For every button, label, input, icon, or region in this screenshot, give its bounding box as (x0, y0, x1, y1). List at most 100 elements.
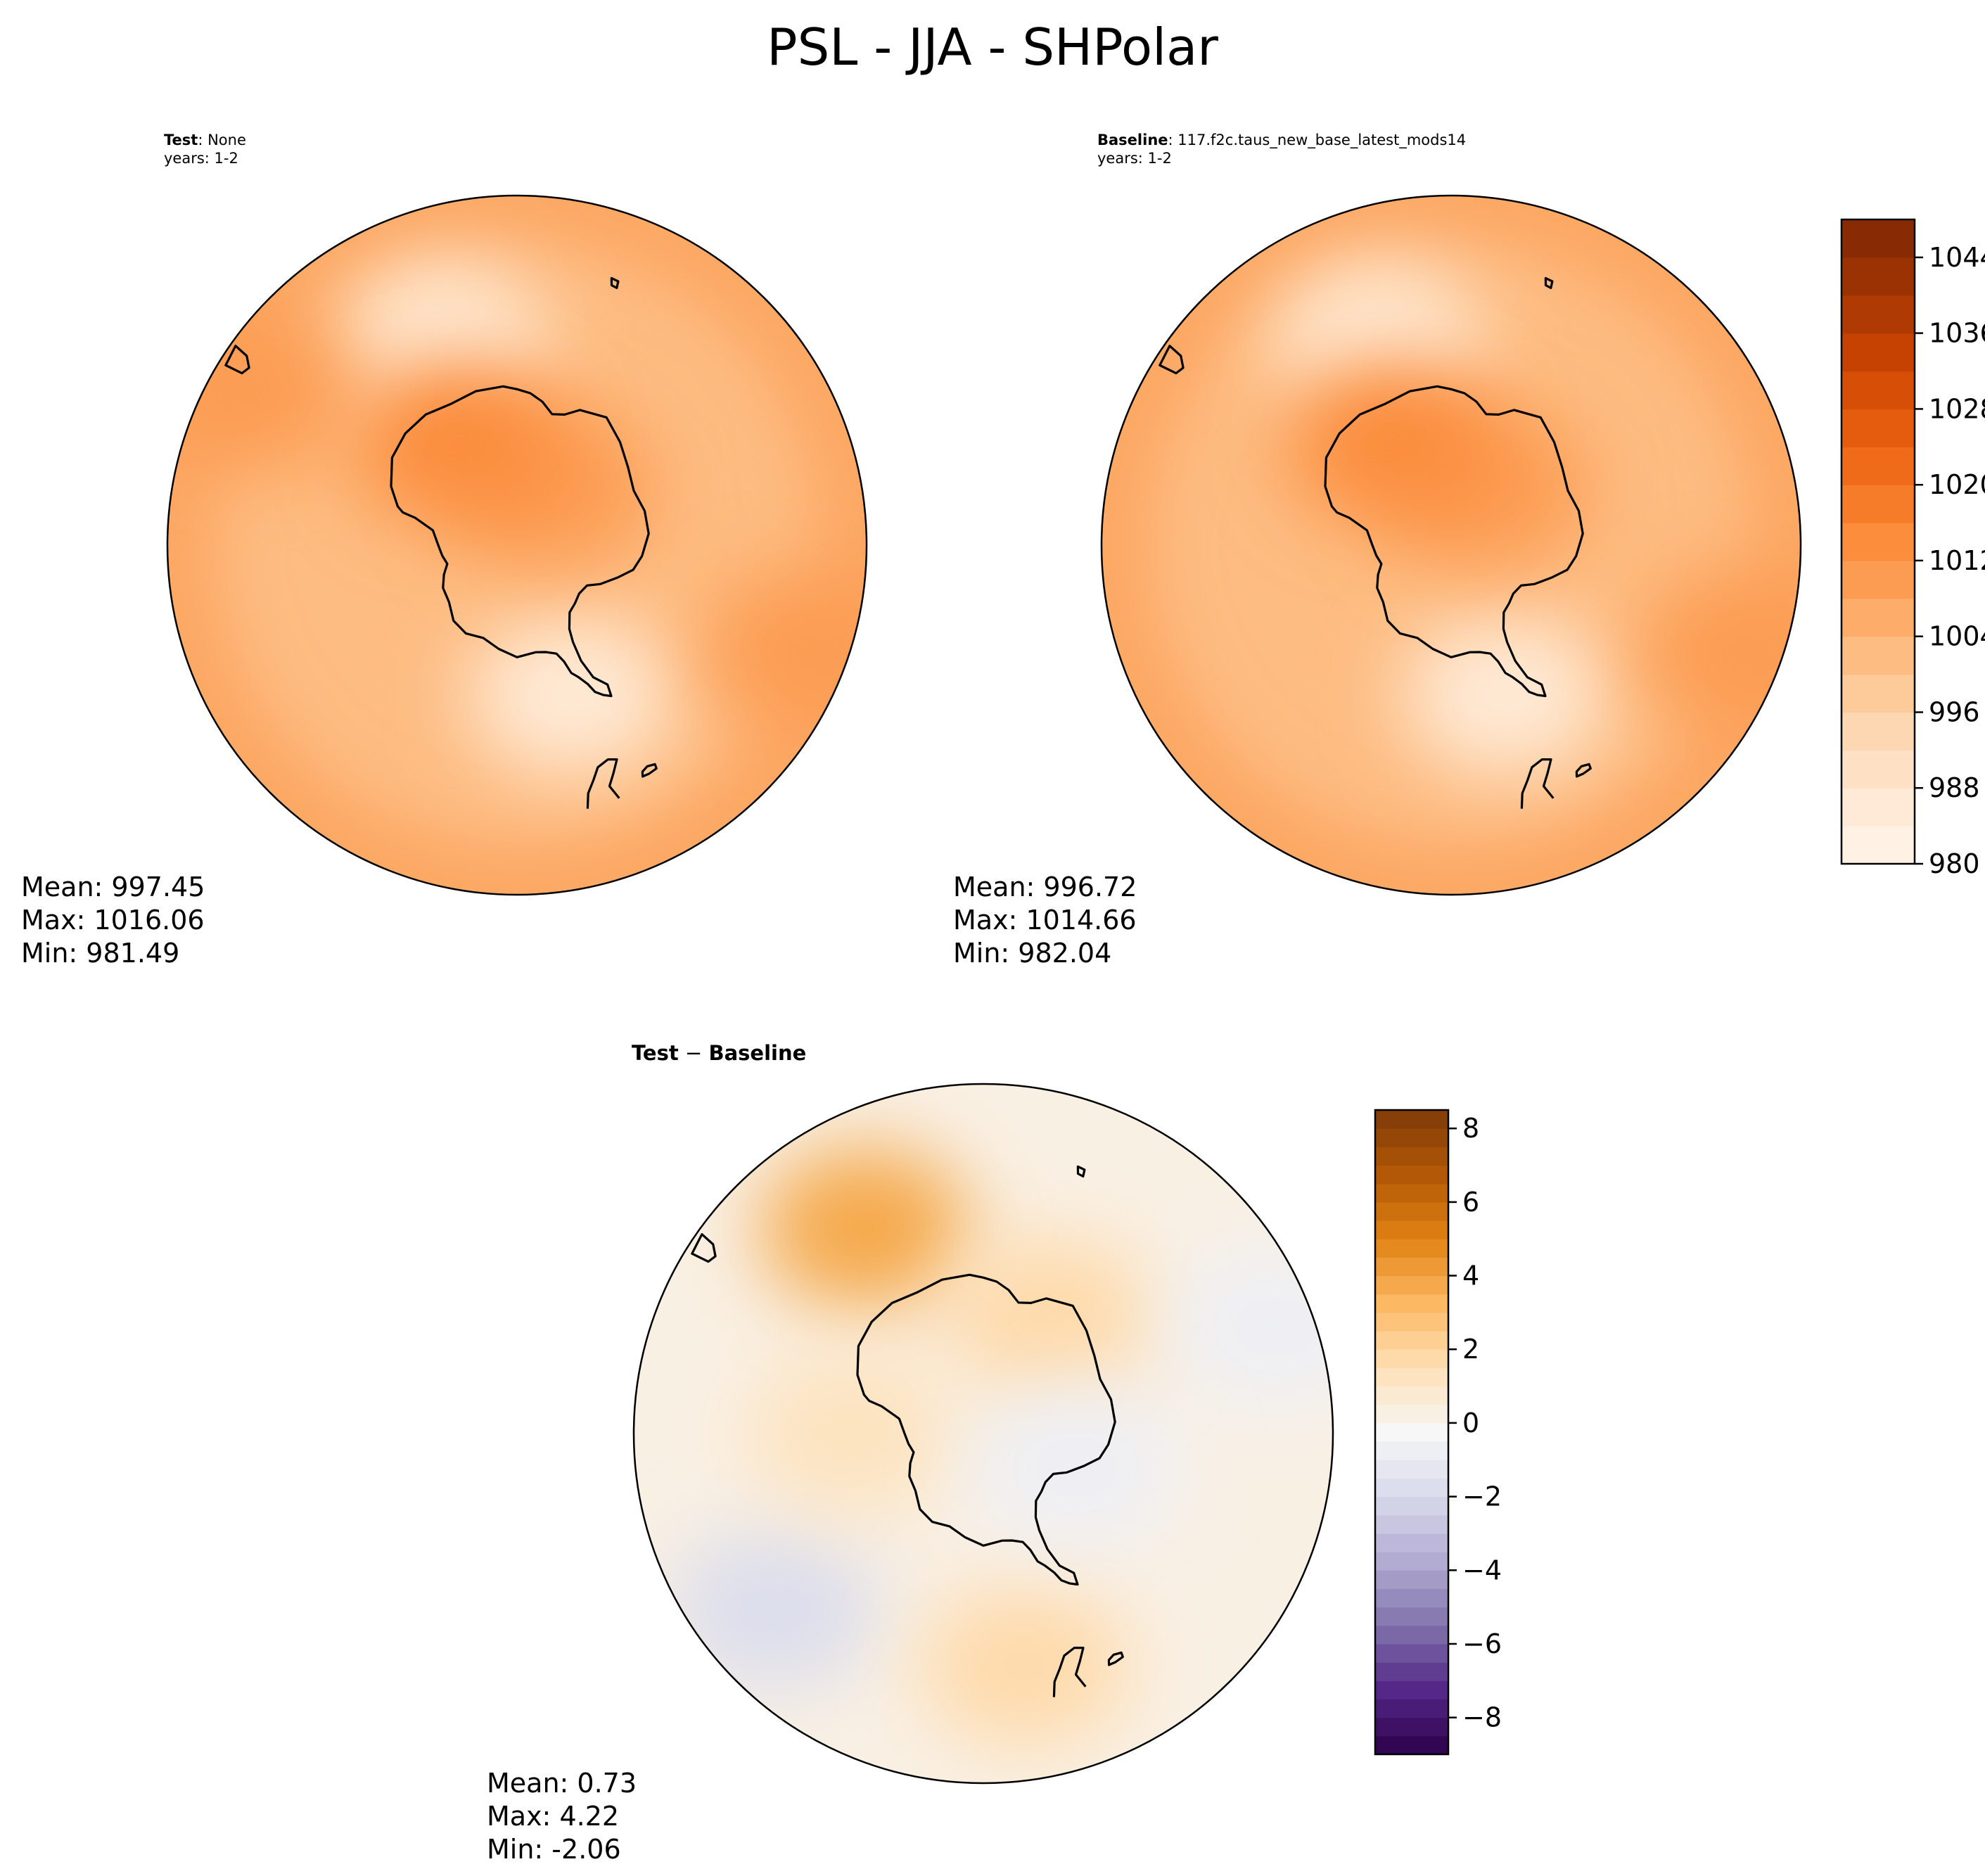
diff-colorbar-segment (1375, 1386, 1448, 1405)
diff-field-blob-2 (944, 1238, 1155, 1400)
baseline-panel-title: Baseline: 117.f2c.taus_new_base_latest_m… (1097, 131, 1466, 167)
diff-colorbar-tick-label: −6 (1462, 1628, 1502, 1659)
abs-colorbar-segment (1842, 447, 1915, 485)
abs-colorbar-segment (1842, 219, 1915, 258)
diff-kerguelen-coastline (1076, 1165, 1086, 1178)
test-panel-title: Test: None years: 1-2 (164, 131, 246, 167)
diff-field-blob-6 (970, 1386, 1182, 1548)
baseline-map-boundary (1100, 194, 1802, 896)
diff-colorbar-segment (1375, 1533, 1448, 1552)
diff-colorbar-segment (1375, 1147, 1448, 1166)
abs-colorbar-segment (1842, 826, 1915, 864)
test-field-blob-4 (703, 570, 867, 732)
test-map-boundary (166, 194, 868, 896)
diff-colorbar-segment (1375, 1422, 1448, 1442)
test-mean: Mean: 997.45 (21, 872, 205, 902)
diff-label-test: Test (632, 1041, 679, 1065)
diff-colorbar-tick-label: 4 (1462, 1261, 1479, 1291)
diff-colorbar-segment (1375, 1607, 1448, 1626)
abs-colorbar-segment (1842, 750, 1915, 789)
baseline-field-blob-3 (1286, 361, 1498, 523)
abs-colorbar-tick-label: 1020 (1929, 469, 1985, 500)
abs-colorbar-segment (1842, 523, 1915, 561)
diff-colorbar-segment (1375, 1201, 1448, 1221)
diff-colorbar-frame (1374, 1109, 1450, 1756)
abs-colorbar-tick-label: 1028 (1929, 393, 1985, 424)
diff-colorbar-tick-label: −8 (1462, 1702, 1502, 1733)
diff-colorbar-segment (1375, 1643, 1448, 1663)
difference-map (632, 1083, 1334, 1785)
abs-colorbar-tick-label: 1036 (1929, 318, 1985, 349)
diff-colorbar-segment (1375, 1367, 1448, 1387)
abs-colorbar-tick-label: 988 (1929, 772, 1980, 803)
baseline-mean: Mean: 996.72 (953, 872, 1137, 902)
diff-colorbar-segment (1375, 1588, 1448, 1608)
diff-colorbar-segment (1375, 1165, 1448, 1185)
difference-colorbar: −8 −6 −4 −2 0 2 4 6 8 (1374, 1109, 1502, 1756)
baseline-map (1100, 194, 1802, 896)
diff-antarctica-coastline (856, 1273, 1116, 1586)
diff-colorbar-segment (1375, 1331, 1448, 1350)
diff-stats: Mean: 0.73 Max: 4.22 Min: -2.06 (487, 1767, 637, 1866)
baseline-label: Baseline (1097, 132, 1168, 148)
diff-colorbar-segment (1375, 1496, 1448, 1516)
diff-colorbar-tick-label: −4 (1462, 1555, 1502, 1585)
diff-colorbar-segment (1375, 1294, 1448, 1313)
baseline-field-blob-4 (1637, 570, 1801, 732)
abs-colorbar-segment (1842, 598, 1915, 637)
diff-colorbar-segment (1375, 1349, 1448, 1368)
diff-map-boundary (632, 1083, 1334, 1785)
diff-label-minus: − (678, 1041, 709, 1065)
diff-field-blob-1 (668, 1528, 880, 1690)
diff-label-baseline: Baseline (708, 1041, 807, 1065)
diff-colorbar-segment (1375, 1183, 1448, 1203)
baseline-case-name: : 117.f2c.taus_new_base_latest_mods14 (1168, 132, 1467, 148)
test-tasmania-coastline (224, 345, 250, 375)
diff-field-blob-5 (746, 1353, 957, 1514)
test-field-blob-5 (167, 309, 354, 471)
test-map (166, 194, 868, 896)
diff-colorbar-segment (1375, 1478, 1448, 1498)
baseline-antarctica-coastline (1324, 385, 1584, 698)
abs-colorbar-segment (1842, 560, 1915, 599)
diff-colorbar-segment (1375, 1239, 1448, 1258)
baseline-field-blob-1 (1400, 613, 1611, 776)
abs-colorbar-segment (1842, 712, 1915, 751)
diff-colorbar-tick-label: 0 (1462, 1408, 1479, 1438)
abs-colorbar-segment (1842, 295, 1915, 334)
diff-colorbar-segment (1375, 1699, 1448, 1718)
diff-mean: Mean: 0.73 (487, 1768, 637, 1799)
test-max: Max: 1016.06 (21, 905, 205, 936)
test-antarctica-coastline (390, 385, 650, 698)
diff-min: Min: -2.06 (487, 1834, 621, 1865)
diff-colorbar-segment (1375, 1552, 1448, 1571)
abs-colorbar-segment (1842, 485, 1915, 523)
abs-colorbar-tick-label: 1044 (1929, 242, 1985, 273)
abs-colorbar-segment (1842, 371, 1915, 410)
test-south-america-coastline (586, 758, 620, 809)
diff-colorbar-segment (1375, 1625, 1448, 1645)
diff-colorbar-segment (1375, 1110, 1448, 1129)
abs-colorbar-tick-label: 1004 (1929, 621, 1985, 652)
diff-tasmania-coastline (691, 1233, 717, 1263)
abs-colorbar-frame (1840, 218, 1916, 865)
diff-colorbar-segment (1375, 1514, 1448, 1534)
diff-colorbar-segment (1375, 1404, 1448, 1424)
diff-colorbar-segment (1375, 1735, 1448, 1755)
test-label: Test (164, 132, 198, 148)
abs-colorbar-tick-label: 996 (1929, 697, 1980, 728)
test-stats: Mean: 997.45 Max: 1016.06 Min: 981.49 (21, 871, 205, 970)
baseline-kerguelen-coastline (1544, 276, 1554, 289)
diff-colorbar-segment (1375, 1312, 1448, 1332)
abs-colorbar-segment (1842, 409, 1915, 447)
diff-colorbar-segment (1375, 1460, 1448, 1479)
baseline-stats: Mean: 996.72 Max: 1014.66 Min: 982.04 (953, 871, 1137, 970)
diff-colorbar-segment (1375, 1717, 1448, 1737)
test-field-blob-1 (466, 613, 677, 776)
diff-colorbar-segment (1375, 1128, 1448, 1147)
baseline-falklands-coastline (1575, 762, 1592, 778)
diff-max: Max: 4.22 (487, 1801, 620, 1832)
diff-colorbar-tick-label: 6 (1462, 1187, 1479, 1218)
diff-colorbar-tick-label: 2 (1462, 1334, 1479, 1365)
diff-panel-title: Test − Baseline (632, 1041, 806, 1065)
